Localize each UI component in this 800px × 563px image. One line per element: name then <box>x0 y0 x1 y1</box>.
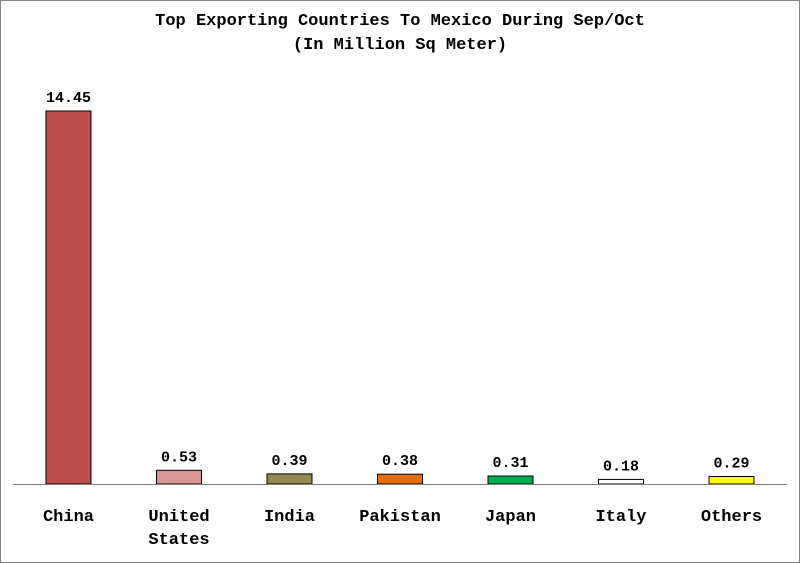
data-label: 0.29 <box>713 456 749 473</box>
chart-title: Top Exporting Countries To Mexico During… <box>155 12 645 31</box>
bar-india <box>266 473 313 485</box>
bar-italy <box>598 478 644 485</box>
bar-others <box>708 476 755 485</box>
bar-japan <box>487 475 534 485</box>
category-label: Pakistan <box>359 508 441 527</box>
data-label: 0.53 <box>161 449 197 466</box>
category-label: India <box>264 508 315 527</box>
chart-subtitle: (In Million Sq Meter) <box>292 36 508 55</box>
category-label: United States <box>148 508 209 550</box>
data-label: 0.39 <box>271 453 307 470</box>
category-label: Others <box>701 508 762 527</box>
data-label: 0.38 <box>382 453 418 470</box>
bar-united-states <box>156 469 202 485</box>
category-label: Italy <box>595 508 646 527</box>
data-label: 0.31 <box>492 455 528 472</box>
data-label: 0.18 <box>603 458 639 475</box>
category-label: Japan <box>485 508 536 527</box>
bar-china <box>45 110 92 485</box>
bar-pakistan <box>377 473 423 485</box>
data-label: 14.45 <box>46 90 91 107</box>
category-label: China <box>43 508 94 527</box>
